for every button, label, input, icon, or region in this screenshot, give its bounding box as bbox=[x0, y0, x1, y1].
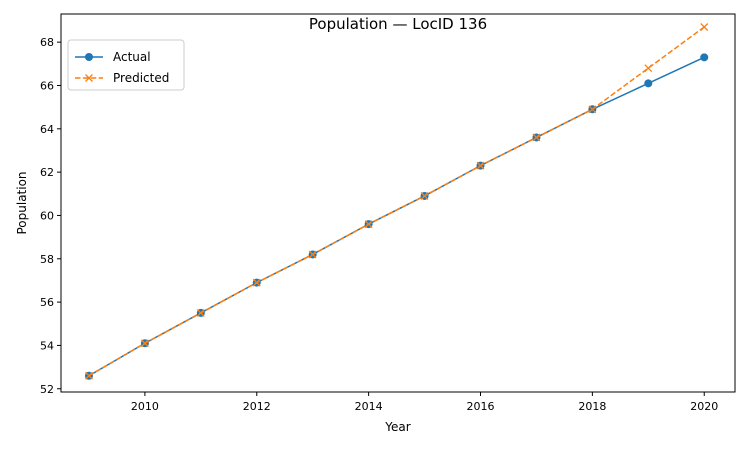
data-point-predicted bbox=[532, 133, 541, 142]
y-tick-label: 56 bbox=[40, 296, 54, 309]
x-tick-label: 2018 bbox=[578, 400, 606, 413]
legend-label: Predicted bbox=[113, 71, 169, 85]
data-point-predicted bbox=[140, 339, 149, 348]
data-point-predicted bbox=[476, 161, 485, 170]
x-tick-label: 2020 bbox=[690, 400, 718, 413]
chart-title: Population — LocID 136 bbox=[309, 15, 487, 33]
x-tick-label: 2014 bbox=[355, 400, 383, 413]
y-tick-label: 54 bbox=[40, 339, 54, 352]
legend-item-actual: Actual bbox=[75, 50, 151, 64]
data-point-predicted bbox=[588, 105, 597, 114]
plot-area bbox=[84, 23, 709, 380]
legend-label: Actual bbox=[113, 50, 151, 64]
data-point-predicted bbox=[196, 308, 205, 317]
y-tick-label: 58 bbox=[40, 253, 54, 266]
series-line-actual bbox=[88, 56, 705, 377]
y-tick-label: 64 bbox=[40, 123, 54, 136]
series-line-predicted bbox=[88, 26, 705, 377]
x-tick-label: 2010 bbox=[131, 400, 159, 413]
data-point-actual bbox=[644, 79, 653, 88]
data-point-predicted bbox=[252, 278, 261, 287]
y-axis-ticks: 52 54 56 58 60 62 64 66 68 bbox=[40, 36, 61, 396]
legend-box bbox=[67, 39, 185, 91]
data-point-predicted bbox=[420, 192, 429, 200]
plot-frame bbox=[60, 13, 736, 393]
y-tick-label: 66 bbox=[40, 79, 54, 92]
y-tick-label: 60 bbox=[40, 209, 54, 222]
data-point-predicted bbox=[85, 371, 93, 380]
legend: Actual Predicted bbox=[67, 39, 185, 91]
y-tick-label: 68 bbox=[40, 36, 54, 49]
data-point-predicted bbox=[308, 250, 317, 259]
data-point-predicted bbox=[364, 220, 373, 229]
y-tick-label: 62 bbox=[40, 166, 54, 179]
y-axis-label: Population bbox=[15, 171, 29, 234]
data-point-actual bbox=[700, 53, 709, 62]
x-axis-ticks: 2010 2012 2014 2016 2018 2020 bbox=[131, 392, 718, 413]
data-point-predicted bbox=[700, 23, 709, 31]
x-axis-label: Year bbox=[384, 420, 410, 434]
data-point-predicted bbox=[644, 64, 653, 73]
y-tick-label: 52 bbox=[40, 383, 54, 396]
legend-marker bbox=[85, 53, 93, 61]
x-tick-label: 2016 bbox=[467, 400, 495, 413]
legend-item-predicted: Predicted bbox=[75, 71, 169, 85]
x-tick-label: 2012 bbox=[243, 400, 271, 413]
